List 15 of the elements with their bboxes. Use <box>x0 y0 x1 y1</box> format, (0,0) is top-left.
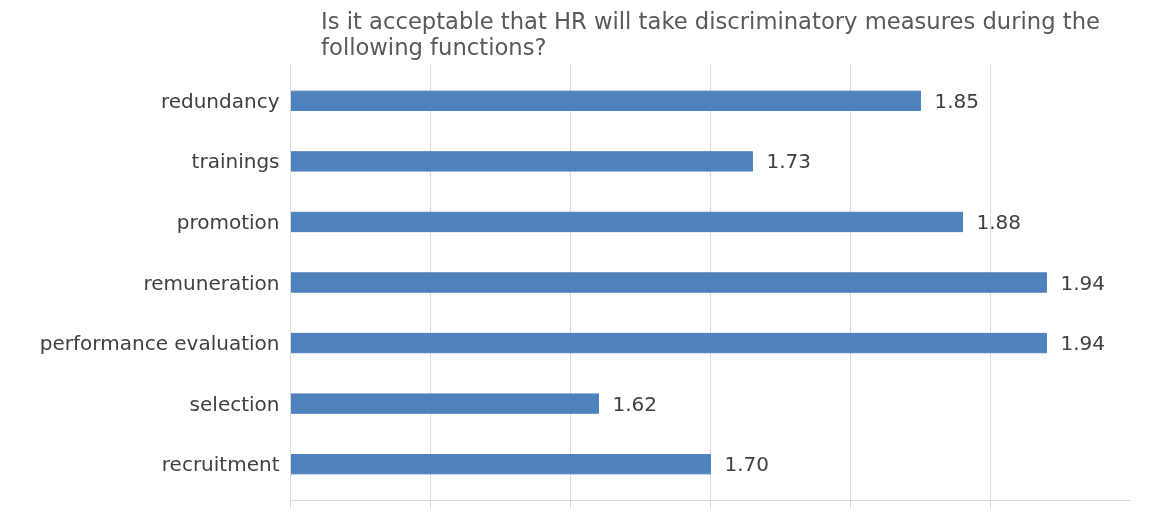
data-label: 1.73 <box>766 149 812 174</box>
data-label: 1.94 <box>1060 270 1106 295</box>
data-label: 1.94 <box>1060 331 1106 356</box>
y-tick-label: promotion <box>176 209 280 234</box>
data-label: 1.70 <box>724 452 770 477</box>
data-label: 1.88 <box>976 209 1022 234</box>
y-tick-label: redundancy <box>160 88 280 113</box>
data-label: 1.85 <box>934 88 980 113</box>
y-tick-label: selection <box>189 391 280 416</box>
chart-title: Is it acceptable that HR will take discriminatory measures during the following functions? <box>321 7 1100 60</box>
y-tick-label: recruitment <box>161 452 280 477</box>
data-label: 1.62 <box>612 391 658 416</box>
y-tick-label: performance evaluation <box>39 331 280 356</box>
y-tick-label: trainings <box>191 149 280 174</box>
y-tick-label: remuneration <box>143 270 280 295</box>
